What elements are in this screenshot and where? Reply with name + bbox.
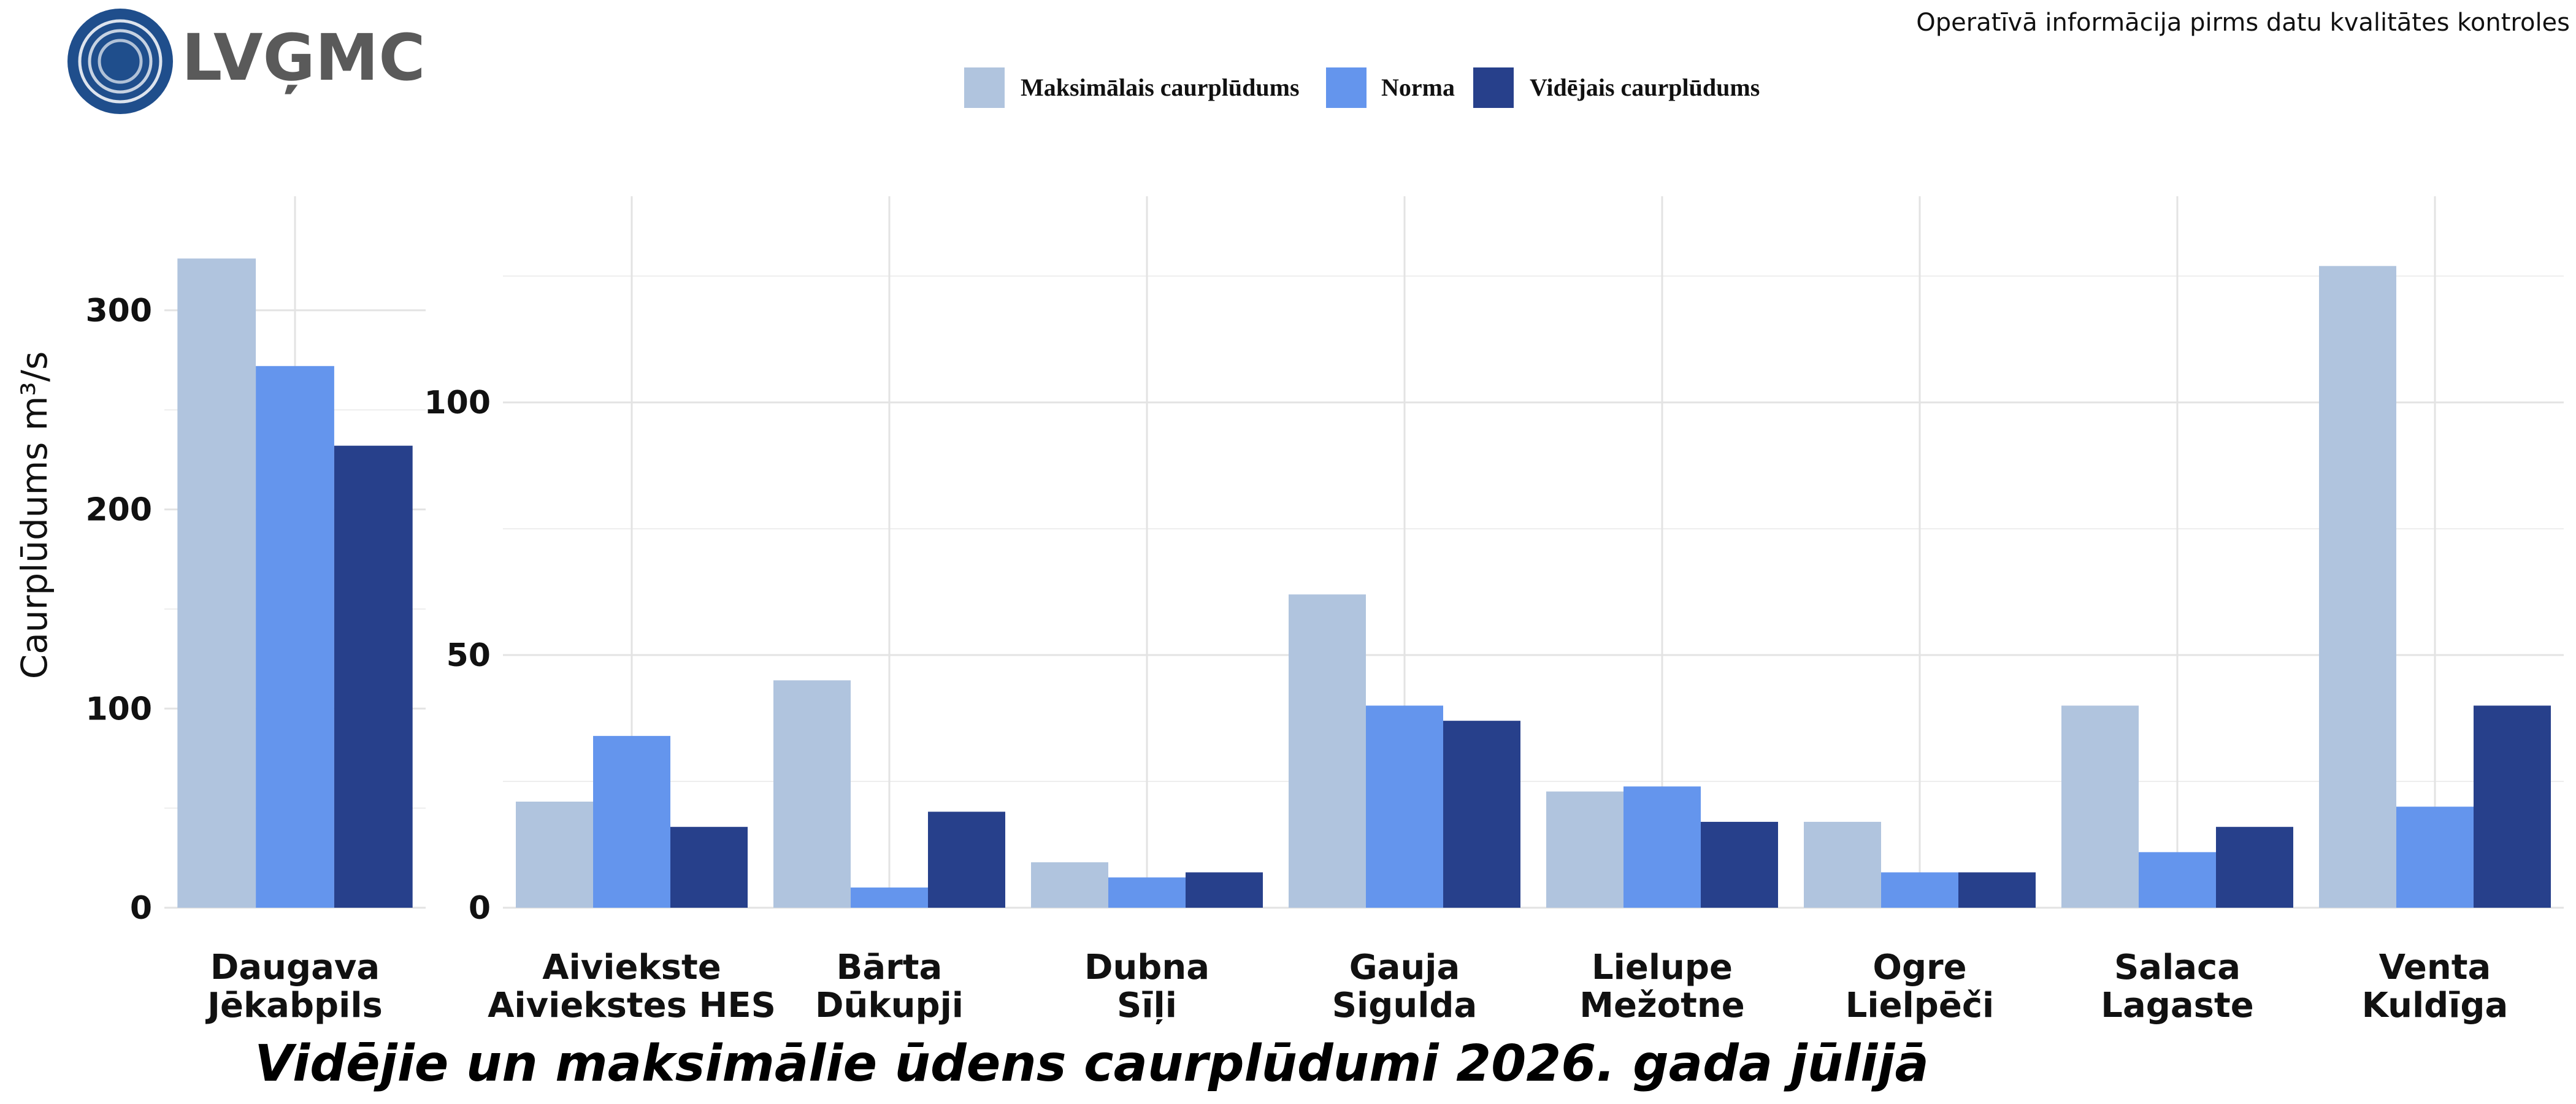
legend-label-max: Maksimālais caurplūdums — [1021, 74, 1300, 101]
bar-norm — [1366, 705, 1443, 908]
bar-norm — [2139, 852, 2216, 908]
chart-title: Vidējie un maksimālie ūdens caurplūdumi … — [255, 1035, 1929, 1093]
x-tick-station: Sīļi — [1117, 986, 1177, 1025]
bar-norm — [1108, 877, 1186, 908]
x-tick-river: Aiviekste — [542, 948, 721, 987]
bar-max — [2061, 705, 2139, 908]
bar-mean — [1186, 872, 1263, 908]
x-tick-river: Venta — [2379, 948, 2491, 987]
logo: LVĢMC — [67, 9, 426, 114]
x-tick-river: Daugava — [210, 948, 380, 987]
x-tick-river: Bārta — [837, 948, 943, 987]
y-tick-label: 100 — [85, 691, 152, 727]
bar-max — [2319, 266, 2396, 908]
bar-max — [773, 680, 851, 908]
x-tick-station: Sigulda — [1332, 986, 1478, 1025]
bar-max — [1031, 862, 1108, 908]
bar-norm — [2396, 807, 2474, 908]
x-tick-station: Mežotne — [1579, 986, 1744, 1025]
x-tick-river: Dubna — [1084, 948, 1209, 987]
bar-max — [516, 801, 593, 908]
bar-mean — [2216, 827, 2293, 908]
bar-norm — [593, 735, 670, 908]
bar-mean — [334, 445, 413, 908]
bar-mean — [1701, 821, 1778, 908]
x-tick-river: Ogre — [1873, 948, 1966, 987]
bar-norm — [1623, 786, 1701, 908]
legend: Maksimālais caurplūdums Norma Vidējais c… — [964, 67, 1760, 108]
y-tick-label: 0 — [469, 890, 491, 927]
y-tick-label: 50 — [447, 637, 491, 674]
legend-swatch-norm — [1326, 67, 1367, 108]
y-tick-label: 0 — [130, 890, 152, 927]
data-quality-notice: Operatīvā informācija pirms datu kvalitā… — [1916, 9, 2570, 37]
y-tick-label: 300 — [85, 293, 152, 329]
x-tick-station: Jēkabpils — [205, 986, 383, 1025]
legend-swatch-mean — [1473, 67, 1514, 108]
bar-mean — [1443, 721, 1520, 908]
legend-swatch-max — [964, 67, 1005, 108]
bar-mean — [2474, 705, 2551, 908]
bar-mean — [928, 811, 1005, 908]
y-axis-label: Caurplūdums m³/s — [13, 351, 55, 680]
x-tick-river: Gauja — [1349, 948, 1460, 987]
x-tick-river: Salaca — [2114, 948, 2241, 987]
legend-label-mean: Vidējais caurplūdums — [1530, 74, 1760, 101]
logo-emblem-icon — [67, 9, 173, 114]
bar-mean — [1958, 872, 2036, 908]
x-tick-station: Dūkupji — [815, 986, 964, 1025]
bar-max — [177, 258, 256, 908]
bar-max — [1546, 791, 1623, 908]
bar-norm — [256, 366, 334, 908]
bar-norm — [851, 887, 928, 908]
logo-text: LVĢMC — [182, 20, 426, 95]
bar-max — [1804, 821, 1881, 908]
x-tick-station: Lielpēči — [1846, 986, 1995, 1025]
x-tick-station: Lagaste — [2101, 986, 2253, 1025]
bar-norm — [1881, 872, 1958, 908]
x-tick-river: Lielupe — [1592, 948, 1733, 987]
bar-max — [1289, 594, 1366, 908]
y-tick-label: 100 — [424, 385, 491, 421]
bar-mean — [670, 827, 748, 908]
x-tick-station: Aiviekstes HES — [488, 986, 776, 1025]
legend-label-norm: Norma — [1381, 74, 1455, 101]
y-tick-label: 200 — [85, 492, 152, 529]
x-tick-station: Kuldīga — [2362, 986, 2509, 1025]
